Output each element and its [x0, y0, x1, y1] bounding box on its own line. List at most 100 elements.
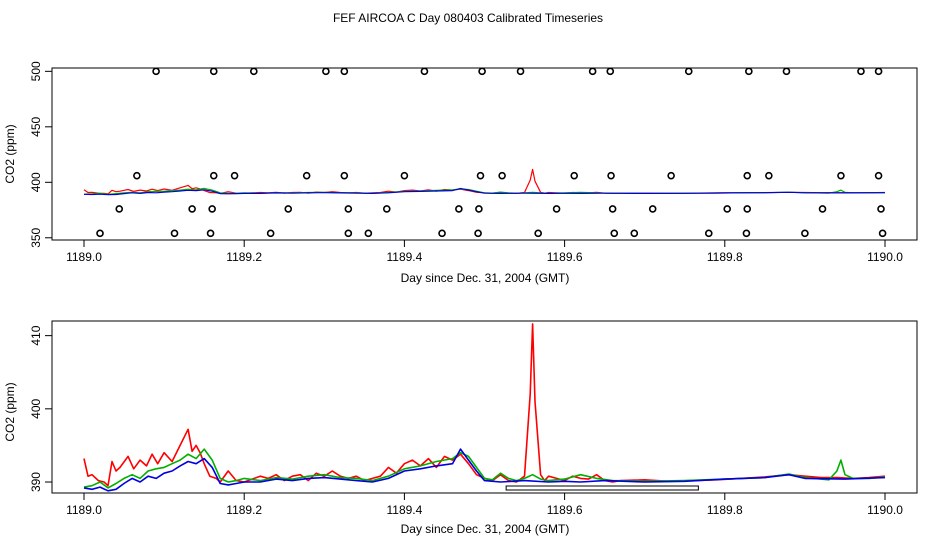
bottom-series-red-line: [83, 323, 886, 487]
calibration-point: [206, 229, 215, 238]
figure-title: FEF AIRCOA C Day 080403 Calibrated Times…: [333, 11, 603, 25]
top-panel: 1189.0 1189.2 1189.4 1189.6 1189.8 1190.0 350…: [3, 61, 918, 285]
bottom-y-axis-label: CO2 (ppm): [3, 382, 17, 441]
bottom-flag-bar-group: [505, 485, 699, 491]
top-y-tick-label: 500: [29, 61, 43, 81]
calibration-point: [723, 205, 732, 213]
top-calibration-points: [96, 67, 887, 238]
calibration-point: [607, 171, 615, 180]
top-x-tick-label: 1189.6: [547, 250, 583, 264]
calibration-point: [209, 67, 218, 76]
bottom-y-tick-label: 410: [29, 325, 43, 345]
calibration-point: [818, 205, 827, 213]
calibration-point: [115, 205, 124, 213]
calibration-point: [765, 171, 773, 180]
calibration-point: [877, 205, 885, 213]
calibration-point: [133, 171, 141, 180]
calibration-point: [208, 205, 216, 213]
calibration-point: [382, 205, 391, 213]
top-x-tick-label: 1189.2: [226, 250, 262, 264]
bottom-x-axis: 1189.0 1189.2 1189.4 1189.6 1189.8 1190.0: [66, 493, 903, 517]
calibration-point: [188, 205, 196, 213]
calibration-point: [340, 171, 349, 180]
calibration-point: [745, 67, 753, 76]
bottom-plot-frame: [51, 320, 918, 494]
calibration-point: [610, 229, 619, 238]
calibration-point: [782, 67, 791, 76]
calibration-point: [420, 67, 429, 76]
bottom-x-tick-label: 1189.4: [386, 503, 422, 517]
bottom-x-tick-label: 1190.0: [867, 503, 903, 517]
bottom-y-tick-label: 390: [29, 472, 43, 492]
calibration-point: [344, 229, 353, 238]
bottom-x-tick-label: 1189.6: [547, 503, 583, 517]
top-x-tick-label: 1189.0: [66, 250, 102, 264]
calibration-point: [475, 205, 483, 213]
calibration-point: [570, 171, 579, 180]
calibration-point: [322, 67, 330, 76]
calibration-point: [704, 229, 713, 238]
calibration-point: [230, 171, 239, 180]
bottom-panel: 1189.0 1189.2 1189.4 1189.6 1189.8 1190.0 390…: [3, 320, 918, 536]
calibration-point: [438, 229, 446, 238]
calibration-point: [588, 67, 597, 76]
top-y-axis-label: CO2 (ppm): [3, 124, 17, 183]
bottom-x-axis-label: Day since Dec. 31, 2004 (GMT): [401, 522, 570, 536]
bottom-series-blue-line: [83, 448, 886, 492]
top-plot-frame: [51, 67, 918, 241]
calibration-point: [498, 171, 506, 180]
calibration-point: [801, 229, 809, 238]
bottom-series-green-line: [83, 448, 886, 489]
calibration-point: [400, 171, 409, 180]
top-x-tick-label: 1189.8: [707, 250, 743, 264]
calibration-point: [284, 205, 293, 213]
calibration-point: [478, 67, 486, 76]
calibration-point: [474, 229, 482, 238]
top-y-tick-label: 350: [29, 227, 43, 247]
calibration-point: [364, 229, 373, 238]
calibration-point: [152, 67, 160, 76]
calibration-point: [667, 171, 675, 180]
calibration-point: [209, 171, 218, 180]
calibration-point: [552, 205, 561, 213]
calibration-point: [344, 205, 353, 213]
calibration-point: [874, 171, 883, 180]
calibration-point: [837, 171, 845, 180]
calibration-point: [516, 67, 525, 76]
top-series-blue-line: [83, 187, 886, 196]
flag-bar: [505, 485, 699, 491]
calibration-point: [476, 171, 485, 180]
top-y-tick-label: 400: [29, 172, 43, 192]
top-x-tick-label: 1189.4: [386, 250, 422, 264]
calibration-point: [608, 205, 617, 213]
bottom-y-axis: 390 400 410: [29, 325, 52, 492]
top-x-tick-label: 1190.0: [867, 250, 903, 264]
top-x-axis: 1189.0 1189.2 1189.4 1189.6 1189.8 1190.0: [66, 240, 903, 264]
bottom-y-tick-label: 400: [29, 398, 43, 418]
calibration-point: [170, 229, 179, 238]
bottom-x-tick-label: 1189.0: [66, 503, 102, 517]
calibration-point: [96, 229, 104, 238]
calibration-point: [340, 67, 349, 76]
bottom-x-tick-label: 1189.8: [707, 503, 743, 517]
calibration-point: [857, 67, 865, 76]
calibration-point: [743, 171, 752, 180]
calibration-point: [630, 229, 639, 238]
calibration-point: [250, 67, 258, 76]
bottom-x-tick-label: 1189.2: [226, 503, 262, 517]
calibration-point: [302, 171, 311, 180]
bottom-series-group: [83, 323, 886, 492]
top-y-tick-label: 450: [29, 116, 43, 136]
calibration-point: [878, 229, 887, 238]
top-y-axis: 350 400 450 500: [29, 61, 52, 248]
calibration-point: [874, 67, 883, 76]
calibration-point: [743, 205, 752, 213]
calibration-point: [534, 229, 542, 238]
calibration-point: [455, 205, 463, 213]
calibration-point: [266, 229, 275, 238]
calibration-point: [742, 229, 751, 238]
top-x-axis-label: Day since Dec. 31, 2004 (GMT): [401, 271, 570, 285]
top-series-group: [83, 168, 886, 196]
calibration-point: [648, 205, 657, 213]
